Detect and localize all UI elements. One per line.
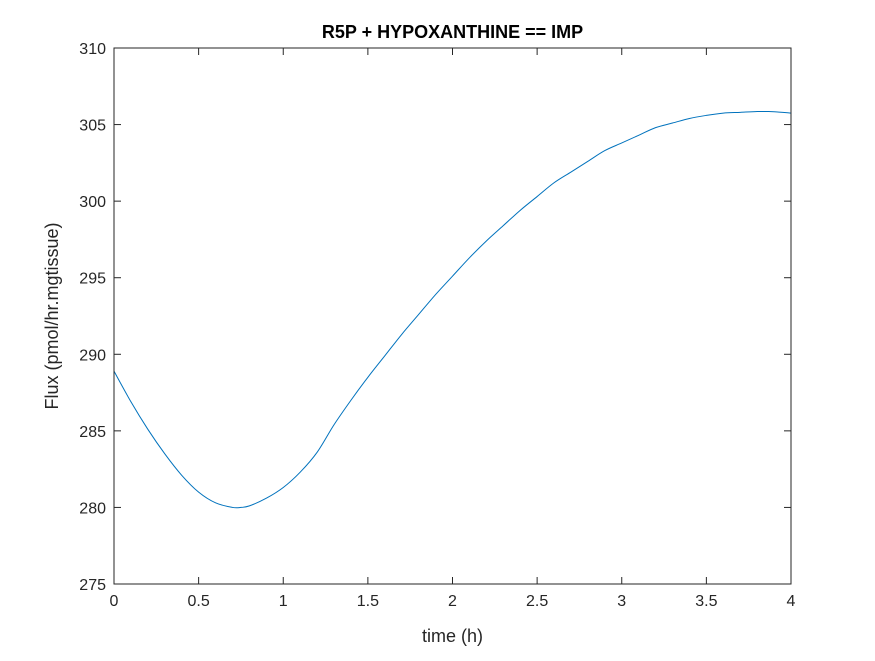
y-tick-label: 305 bbox=[79, 118, 106, 135]
y-tick-label: 310 bbox=[79, 41, 106, 58]
ticks-layer: 0 0.5 1 1.5 2 2.5 3 3.5 4 275 280 285 290 295 300 305 31… bbox=[79, 41, 795, 610]
flux-series-line bbox=[113, 110, 792, 509]
x-tick-label: 1.5 bbox=[357, 593, 379, 610]
x-tick-label: 4 bbox=[787, 593, 796, 610]
x-tick-label: 0.5 bbox=[188, 593, 210, 610]
y-tick-label: 295 bbox=[79, 271, 106, 288]
x-tick-label: 3.5 bbox=[695, 593, 717, 610]
chart-title: R5P + HYPOXANTHINE == IMP bbox=[322, 22, 583, 42]
x-tick-label: 3 bbox=[617, 593, 626, 610]
y-tick-label: 290 bbox=[79, 347, 106, 364]
x-tick-label: 1 bbox=[279, 593, 288, 610]
y-tick-label: 280 bbox=[79, 500, 106, 517]
x-tick-label: 2.5 bbox=[526, 593, 548, 610]
y-tick-label: 300 bbox=[79, 194, 106, 211]
x-axis-title: time (h) bbox=[422, 626, 483, 646]
x-tick-label: 2 bbox=[448, 593, 457, 610]
plot-area-frame bbox=[113, 47, 792, 585]
y-tick-label: 285 bbox=[79, 424, 106, 441]
x-tick-label: 0 bbox=[110, 593, 119, 610]
series-layer bbox=[113, 110, 792, 509]
y-axis-title: Flux (pmol/hr.mgtissue) bbox=[42, 222, 62, 409]
y-tick-label: 275 bbox=[79, 577, 106, 594]
